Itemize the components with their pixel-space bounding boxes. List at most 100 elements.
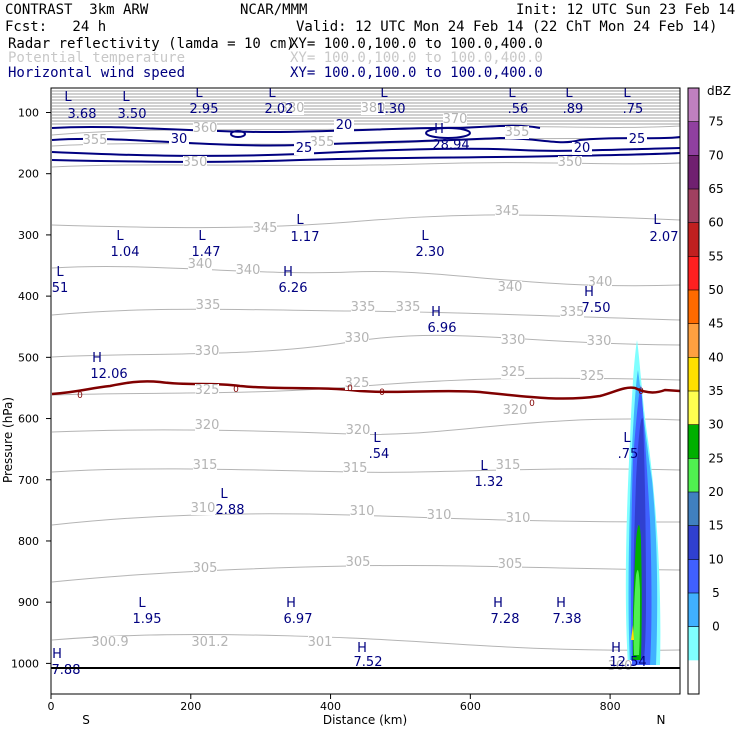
theta-label: 335: [560, 305, 585, 320]
theta-label-mask: [193, 459, 217, 472]
theta-label-mask: [495, 205, 519, 218]
x-tick-label: 200: [180, 700, 201, 713]
colorbar-swatch: [688, 121, 699, 156]
theta-label: 310: [350, 504, 375, 519]
extremum-marker: H: [556, 596, 566, 611]
theta-label: 320: [346, 423, 371, 438]
theta-label-mask: [587, 335, 611, 348]
x-tick-label: 800: [600, 700, 621, 713]
colorbar-swatch: [688, 391, 699, 426]
colorbar-label: 25: [708, 451, 723, 465]
extremum-value: 2.07: [650, 230, 679, 245]
colorbar-swatch: [688, 155, 699, 190]
y-tick-label: 300: [18, 229, 39, 242]
extremum-marker: H: [52, 647, 62, 662]
theta-label: 315: [343, 461, 368, 476]
theta-label: 380: [361, 101, 386, 116]
theta-label-mask: [580, 370, 604, 383]
y-axis-label: Pressure (hPa): [1, 397, 15, 483]
theta-label: 330: [345, 331, 370, 346]
extremum-value: 12.54: [609, 655, 646, 670]
theta-label-mask: [83, 134, 107, 147]
extremum-value: 1.47: [192, 245, 221, 260]
theta-label-mask: [183, 156, 207, 169]
theta-label: 330: [587, 334, 612, 349]
theta-label: 325: [501, 365, 526, 380]
theta-label-mask: [195, 419, 219, 432]
extremum-marker: H: [92, 351, 102, 366]
theta-label: 350: [558, 155, 583, 170]
wind-label-mask: [627, 133, 647, 146]
theta-label-mask: [560, 306, 584, 319]
colorbar-label: 35: [708, 384, 723, 398]
theta-label-mask: [501, 334, 525, 347]
theta-label: 310: [427, 508, 452, 523]
colorbar-label: 55: [708, 249, 723, 263]
theta-label: 335: [396, 300, 421, 315]
extremum-marker: H: [286, 596, 296, 611]
theta-label: 360: [193, 121, 218, 136]
organization: NCAR/MMM: [240, 2, 308, 18]
colorbar-swatch: [688, 256, 699, 291]
x-tick-label: 600: [460, 700, 481, 713]
theta-label: 370: [443, 112, 468, 127]
colorbar-label: 0: [712, 620, 720, 634]
theta-label-mask: [345, 332, 369, 345]
wind-label-mask: [334, 119, 354, 132]
x-end-south: S: [82, 713, 90, 727]
theta-label: 335: [196, 298, 221, 313]
theta-label-mask: [501, 366, 525, 379]
theta-label: 340: [236, 263, 261, 278]
extremum-value: 7.50: [582, 301, 611, 316]
theta-label-mask: [427, 509, 451, 522]
extremum-marker: L: [623, 431, 631, 446]
colorbar-label: 20: [708, 485, 723, 499]
theta-label: 355: [505, 125, 530, 140]
extremum-value: 1.17: [291, 230, 320, 245]
theta-label-mask: [351, 301, 375, 314]
colorbar-swatch: [688, 357, 699, 392]
theta-label-mask: [236, 264, 260, 277]
colorbar-swatch: [688, 458, 699, 493]
theta-label: 340: [498, 280, 523, 295]
zero-line-label: 0: [379, 388, 385, 398]
colorbar-label: 15: [708, 519, 723, 533]
extremum-marker: L: [296, 213, 304, 228]
theta-label-mask: [280, 102, 304, 115]
theta-contour: [51, 162, 680, 168]
theta-label-mask: [195, 345, 219, 358]
theta-label-mask: [198, 636, 222, 649]
field-wind: Horizontal wind speed: [8, 65, 186, 81]
theta-label: 305: [193, 561, 218, 576]
extremum-value: 28.94: [432, 138, 469, 153]
y-tick-label: 1000: [11, 657, 39, 670]
zero-line-label: 0: [347, 384, 353, 394]
theta-label: 300.9: [91, 635, 128, 650]
valid-time: Valid: 12 UTC Mon 24 Feb 14 (22 ChT Mon …: [296, 19, 718, 35]
theta-label-mask: [98, 636, 122, 649]
extremum-marker: L: [373, 431, 381, 446]
y-tick-label: 200: [18, 168, 39, 181]
theta-contour: [51, 214, 680, 229]
wind-label: 25: [629, 132, 646, 147]
theta-label: 310: [191, 501, 216, 516]
theta-label: 325: [345, 376, 370, 391]
plot-frame: [50, 87, 681, 695]
field-reflectivity: Radar reflectivity (lamda = 10 cm): [8, 36, 295, 52]
extremum-marker: L: [195, 86, 203, 101]
colorbar-swatch: [688, 323, 699, 358]
extremum-value: 51: [52, 281, 69, 296]
field-wind-xy: XY= 100.0,100.0 to 100.0,400.0: [290, 65, 543, 81]
extremum-marker: L: [380, 86, 388, 101]
y-tick-label: 600: [18, 413, 39, 426]
theta-label: 301.2: [191, 635, 228, 650]
theta-label-mask: [346, 556, 370, 569]
extremum-value: 2.88: [216, 503, 245, 518]
theta-label-mask: [558, 156, 582, 169]
wind-label: 20: [574, 141, 591, 156]
wind-label: 30: [171, 132, 188, 147]
colorbar-swatch: [688, 290, 699, 325]
extremum-value: 6.26: [279, 281, 308, 296]
